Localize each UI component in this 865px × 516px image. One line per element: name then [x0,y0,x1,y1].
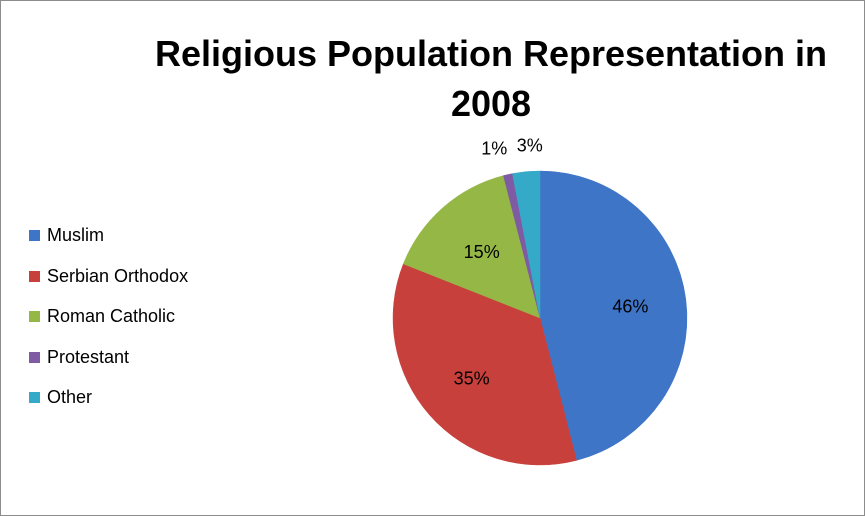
legend-label-other: Other [47,387,93,407]
legend-item-protestant: Protestant [29,345,188,386]
legend-item-muslim: Muslim [29,223,188,264]
legend-swatch-muslim [29,230,40,241]
pie-slice-roman-catholic [402,175,541,319]
data-label-roman-catholic: 15% [464,242,500,262]
pie-slice-serbian-orthodox [392,263,577,466]
legend-label-muslim: Muslim [47,225,104,245]
data-label-protestant: 1% [481,139,507,159]
legend-item-roman-catholic: Roman Catholic [29,304,188,345]
legend-item-serbian-orthodox: Serbian Orthodox [29,264,188,305]
legend: Muslim Serbian Orthodox Roman Catholic P… [29,223,188,426]
legend-swatch-other [29,392,40,403]
legend-swatch-serbian-orthodox [29,270,40,282]
legend-item-other: Other [29,385,188,426]
pie-slice-muslim [539,170,688,461]
legend-label-roman-catholic: Roman Catholic [47,306,176,326]
data-label-serbian-orthodox: 35% [454,368,490,388]
legend-label-protestant: Protestant [47,346,130,367]
data-label-muslim: 46% [612,297,648,317]
data-label-other: 3% [517,135,543,155]
chart-title: Religious Population Representation in 2… [154,33,828,124]
legend-swatch-roman-catholic [29,311,40,322]
pie-slice-other [512,170,541,319]
legend-swatch-protestant [29,351,40,363]
legend-label-serbian-orthodox: Serbian Orthodox [47,265,189,286]
